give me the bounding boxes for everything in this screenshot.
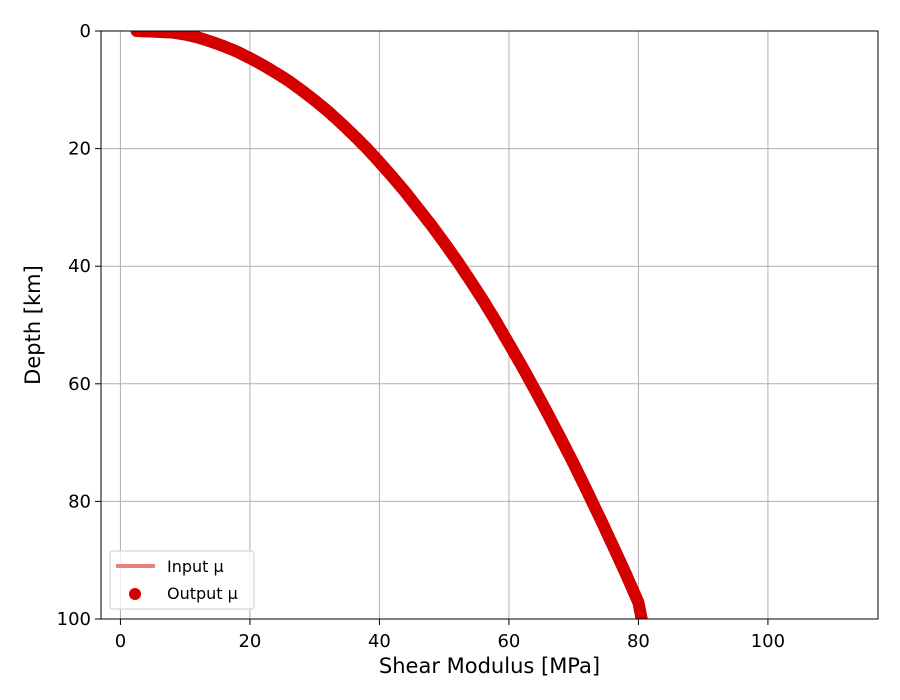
series-layer	[130, 31, 648, 619]
x-tick-label: 40	[368, 631, 391, 652]
output-mu-point	[635, 613, 648, 619]
y-axis-label: Depth [km]	[21, 265, 45, 385]
x-tick-label: 0	[115, 631, 126, 652]
legend-output-label: Output μ	[167, 584, 238, 603]
plot-frame	[100, 30, 879, 620]
x-tick-label: 100	[751, 631, 785, 652]
x-tick-label: 80	[627, 631, 650, 652]
x-axis-label: Shear Modulus [MPa]	[379, 654, 600, 678]
y-tick-label: 0	[80, 21, 91, 42]
x-tick-label: 20	[238, 631, 261, 652]
x-tick-label: 60	[497, 631, 520, 652]
plot-area	[101, 31, 878, 619]
y-tick-label: 20	[68, 139, 91, 160]
y-tick-label: 40	[68, 256, 91, 277]
y-tick-label: 80	[68, 491, 91, 512]
legend: Input μ Output μ	[109, 550, 255, 610]
ticks: 0 20 40 60 80 100 0 20 40 60 80 100	[57, 21, 785, 652]
legend-output-swatch	[129, 588, 141, 600]
y-tick-label: 60	[68, 374, 91, 395]
legend-input-label: Input μ	[167, 557, 224, 576]
y-tick-label: 100	[57, 609, 91, 630]
